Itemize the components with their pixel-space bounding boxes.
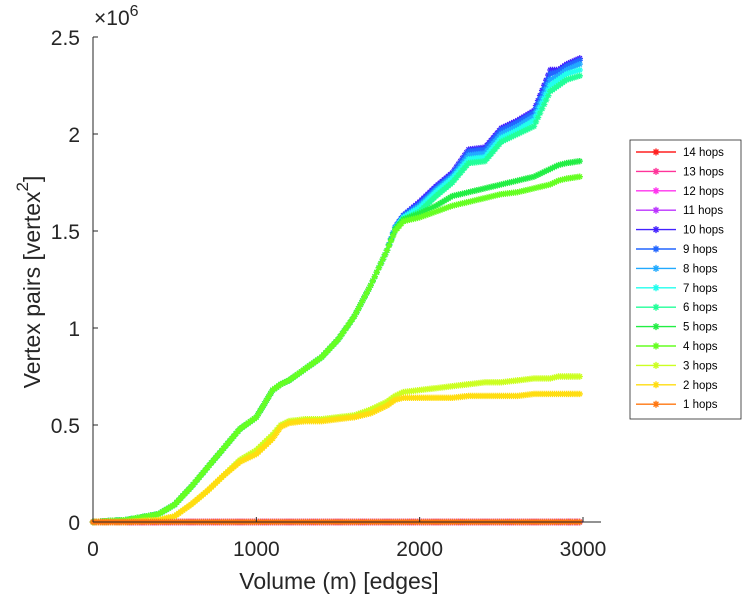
legend-marker-icon: [652, 361, 660, 369]
legend-label: 4 hops: [683, 341, 718, 353]
y-tick-label: 1: [68, 318, 80, 341]
series-line: [92, 74, 581, 523]
legend-marker-icon: [652, 148, 660, 156]
y-axis-label-superscript: 2: [13, 182, 32, 191]
legend-marker-icon: [652, 303, 660, 311]
y-exponent-power: 6: [130, 3, 139, 20]
series-markers: [89, 173, 583, 526]
legend-item: 6 hops: [636, 302, 718, 314]
x-tick-label: 2000: [396, 538, 443, 561]
legend-label: 3 hops: [683, 360, 718, 372]
legend-label: 7 hops: [683, 283, 718, 295]
legend-marker-icon: [652, 226, 660, 234]
legend-marker-icon: [652, 323, 660, 331]
y-exponent-label: ×106: [94, 3, 139, 30]
series-6-hops: [89, 72, 583, 526]
legend-item: 10 hops: [636, 225, 724, 237]
axes: [92, 37, 601, 523]
legend-label: 14 hops: [683, 147, 724, 159]
y-axis-label: Vertex pairs [vertex2]: [13, 176, 45, 389]
x-tick-label: 3000: [560, 538, 607, 561]
legend-item: 13 hops: [636, 166, 724, 178]
y-tick-label: 0.5: [51, 415, 80, 438]
series-8-hops: [89, 60, 583, 526]
legend-item: 2 hops: [636, 380, 718, 392]
legend-label: 12 hops: [683, 186, 724, 198]
x-axis-label: Volume (m) [edges]: [239, 568, 438, 594]
series-line: [92, 175, 580, 523]
series-4-hops: [89, 173, 583, 526]
legend-item: 5 hops: [636, 322, 718, 334]
legend-marker-icon: [652, 342, 660, 350]
legend-item: 11 hops: [636, 205, 723, 217]
y-tick-label: 0: [68, 512, 80, 535]
legend-item: 14 hops: [636, 147, 724, 159]
legend-label: 13 hops: [683, 166, 724, 178]
legend-label: 2 hops: [683, 380, 718, 392]
legend-marker-icon: [652, 381, 660, 389]
legend-label: 10 hops: [683, 225, 724, 237]
legend-item: 12 hops: [636, 186, 724, 198]
ticks: 0 1000 2000 3000 0 0.5 1 1.5 2 2.5: [51, 27, 607, 561]
legend-item: 1 hops: [636, 399, 718, 411]
legend-item: 7 hops: [636, 283, 718, 295]
legend-item: 3 hops: [636, 360, 718, 372]
legend-label: 11 hops: [683, 205, 723, 217]
y-axis-label-close: ]: [19, 176, 45, 182]
legend-marker-icon: [652, 187, 660, 195]
legend: 14 hops 13 hops 12 hops 11 hops 10 hops 9 hop…: [629, 139, 742, 420]
legend-marker-icon: [652, 284, 660, 292]
series-layer: [89, 55, 583, 526]
x-tick-label: 0: [87, 538, 99, 561]
legend-item: 4 hops: [636, 341, 718, 353]
legend-marker-icon: [652, 264, 660, 272]
legend-item: 8 hops: [636, 263, 718, 275]
series-line: [93, 392, 580, 523]
series-markers: [89, 390, 583, 526]
x-tick-label: 1000: [233, 538, 280, 561]
legend-item: 9 hops: [636, 244, 718, 256]
series-line: [93, 375, 580, 523]
y-tick-label: 2.5: [51, 27, 80, 50]
legend-marker-icon: [652, 206, 660, 214]
legend-label: 8 hops: [683, 263, 718, 275]
series-2-hops: [89, 390, 583, 526]
legend-marker-icon: [652, 245, 660, 253]
legend-marker-icon: [652, 167, 660, 175]
y-tick-label: 1.5: [51, 221, 80, 244]
series-markers: [89, 60, 583, 526]
series-markers: [89, 72, 583, 526]
y-tick-label: 2: [68, 124, 80, 147]
legend-label: 5 hops: [683, 322, 718, 334]
legend-marker-icon: [652, 400, 660, 408]
legend-label: 9 hops: [683, 244, 718, 256]
legend-box: [629, 139, 742, 420]
legend-label: 1 hops: [683, 399, 718, 411]
legend-label: 6 hops: [683, 302, 718, 314]
